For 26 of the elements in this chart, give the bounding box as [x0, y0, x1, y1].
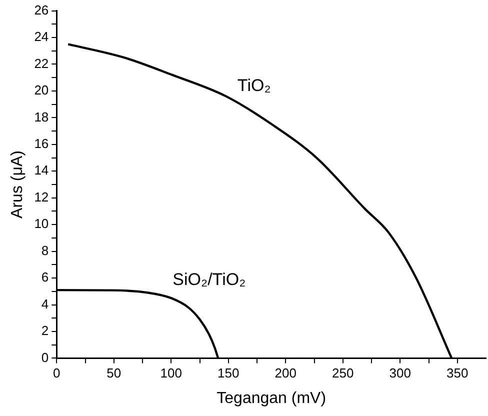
y-tick-label: 10: [34, 216, 49, 232]
y-tick-label: 16: [34, 136, 49, 151]
y-tick-label: 22: [34, 56, 49, 71]
y-tick-label: 0: [41, 350, 49, 365]
x-tick-label: 200: [274, 366, 296, 381]
y-tick-label: 14: [34, 162, 49, 178]
y-tick-label: 4: [41, 296, 49, 312]
y-tick-label: 26: [34, 2, 49, 18]
x-tick-label: 350: [446, 366, 468, 381]
x-tick-label: 300: [389, 366, 411, 381]
y-tick-label: 20: [34, 82, 49, 98]
x-axis-title: Tegangan (mV): [216, 390, 326, 407]
series-label: TiO₂: [237, 76, 271, 95]
x-tick-label: 0: [53, 366, 60, 381]
y-tick-label: 12: [34, 189, 49, 204]
x-tick-label: 50: [106, 366, 122, 381]
y-tick-label: 2: [41, 323, 49, 338]
y-tick-label: 24: [34, 29, 49, 44]
y-tick-label: 6: [41, 270, 49, 285]
x-tick-label: 250: [332, 366, 354, 381]
x-tick-label: 150: [218, 366, 240, 381]
y-tick-label: 8: [41, 242, 49, 258]
x-tick-label: 100: [160, 366, 182, 381]
y-axis-title: Arus (μA): [9, 150, 26, 218]
series-label: SiO₂/TiO₂: [172, 270, 246, 289]
y-tick-label: 18: [34, 109, 49, 124]
